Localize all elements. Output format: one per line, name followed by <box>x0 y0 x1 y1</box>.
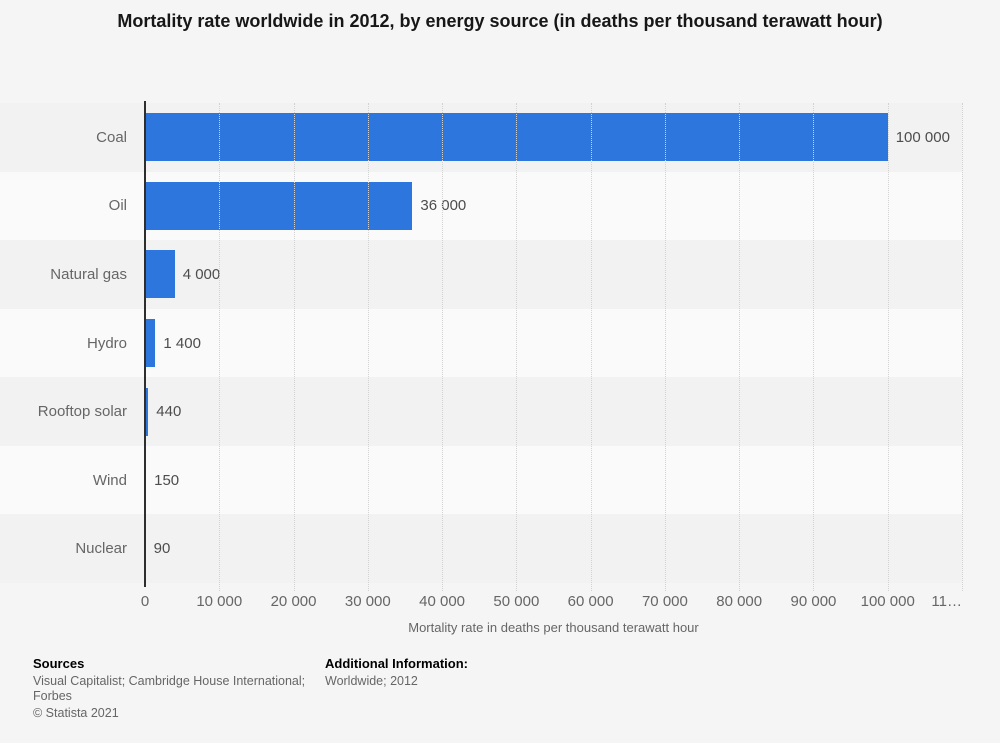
bar-value-label: 36 000 <box>420 197 467 215</box>
chart-row: Hydro 1 400 <box>0 308 962 378</box>
additional-info-text: Worldwide; 2012 <box>325 674 418 688</box>
bar-track: 1 400 <box>145 309 962 378</box>
bar-value-label: 4 000 <box>182 265 221 283</box>
sources-heading: Sources <box>33 656 85 671</box>
chart-rows: Coal 100 000 Oil 36 000 Natural gas 4 000 Hydr… <box>0 103 962 584</box>
x-tick-label: 10 000 <box>196 593 243 610</box>
bar-value-label: 90 <box>153 540 171 558</box>
additional-info-block: Additional Information: Worldwide; 2012 <box>325 656 967 721</box>
x-tick-label: 100 000 <box>860 593 915 610</box>
bar-track: 90 <box>145 514 962 583</box>
category-label-rooftop-solar: Rooftop solar <box>37 403 127 421</box>
x-tick-label: 20 000 <box>270 593 317 610</box>
bar-value-label: 100 000 <box>895 128 950 146</box>
x-tick-label: 60 000 <box>567 593 614 610</box>
bar-track: 100 000 <box>145 103 962 172</box>
chart-title: Mortality rate worldwide in 2012, by ene… <box>0 3 1000 40</box>
bar-track: 36 000 <box>145 172 962 241</box>
category-label-nuclear: Nuclear <box>75 540 127 558</box>
x-tick-label: 70 000 <box>641 593 688 610</box>
x-tick-label: 11… <box>931 593 962 610</box>
y-axis-line <box>144 101 146 587</box>
bar-natural-gas <box>145 250 175 299</box>
sources-text: Visual Capitalist; Cambridge House Inter… <box>33 674 306 703</box>
gridline <box>962 103 963 591</box>
bar-value-label: 150 <box>154 471 180 489</box>
bar-coal <box>145 113 888 162</box>
sources-block: Sources Visual Capitalist; Cambridge Hou… <box>33 656 325 721</box>
bar-oil <box>145 181 413 230</box>
chart-row: Wind 150 <box>0 445 962 515</box>
bar-track: 440 <box>145 377 962 446</box>
bar-rooftop-solar <box>145 387 149 436</box>
category-label-oil: Oil <box>108 197 127 215</box>
chart-row: Nuclear 90 <box>0 514 962 584</box>
x-axis-title: Mortality rate in deaths per thousand te… <box>408 620 699 635</box>
bar-track: 150 <box>145 446 962 515</box>
x-tick-label: 80 000 <box>716 593 763 610</box>
x-axis-tick-labels: 0 10 000 20 000 30 000 40 000 50 000 60 000 70 … <box>141 593 962 613</box>
chart-row: Natural gas 4 000 <box>0 240 962 309</box>
x-tick-label: 30 000 <box>344 593 391 610</box>
statista-copyright: © Statista 2021 <box>33 706 119 720</box>
bar-hydro <box>145 319 156 368</box>
bar-value-label: 440 <box>156 403 182 421</box>
chart-title-text: Mortality rate worldwide in 2012, by ene… <box>117 11 883 31</box>
category-label-coal: Coal <box>96 128 127 146</box>
footer: Sources Visual Capitalist; Cambridge Hou… <box>33 656 967 721</box>
x-tick-label: 0 <box>140 593 150 610</box>
chart-row: Rooftop solar 440 <box>0 377 962 446</box>
bar-chart: Coal 100 000 Oil 36 000 Natural gas 4 000 Hydr… <box>0 101 963 635</box>
bar-track: 4 000 <box>145 240 962 309</box>
category-label-hydro: Hydro <box>86 334 127 352</box>
category-label-natural-gas: Natural gas <box>50 265 127 283</box>
x-tick-label: 50 000 <box>493 593 540 610</box>
x-tick-label: 40 000 <box>419 593 466 610</box>
additional-info-heading: Additional Information: <box>325 656 468 671</box>
category-label-wind: Wind <box>92 471 127 489</box>
bar-value-label: 1 400 <box>163 334 201 352</box>
x-tick-label: 90 000 <box>790 593 837 610</box>
